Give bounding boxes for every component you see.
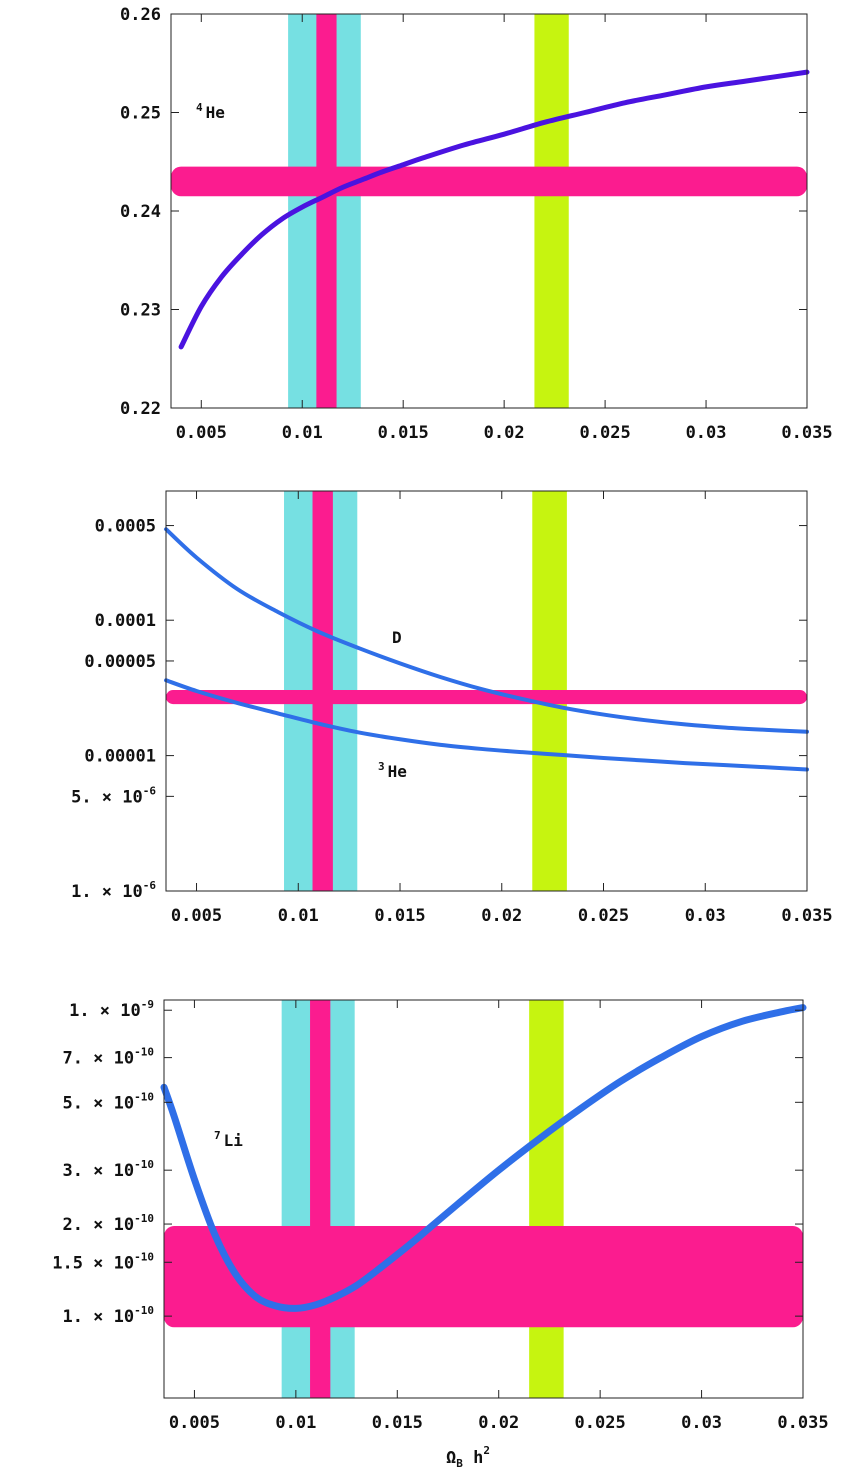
lithium7-label: 7 Li xyxy=(214,1129,243,1150)
y-tick-label: 0.22 xyxy=(120,399,161,419)
x-tick-label: 0.035 xyxy=(781,423,832,443)
abundance-curve-0 xyxy=(164,527,809,734)
y-tick-label: 0.25 xyxy=(120,104,161,124)
y-tick-label: 1.5 × 10-10 xyxy=(52,1250,154,1273)
x-tick-label: 0.005 xyxy=(169,1413,220,1433)
helium3-label: 3 He xyxy=(378,760,407,781)
plot-frame xyxy=(165,490,808,892)
x-tick-label: 0.03 xyxy=(685,906,726,926)
x-tick-label: 0.015 xyxy=(378,423,429,443)
y-tick-label: 0.0005 xyxy=(95,517,156,537)
x-tick-label: 0.035 xyxy=(781,906,832,926)
plot-frame xyxy=(163,999,804,1399)
x-tick-label: 0.025 xyxy=(580,423,631,443)
deuterium-helium3-abundance-panel: 0.0005 0.0001 0.00005 0.00001 5. × 10-6 1. × … xyxy=(71,490,833,926)
helium4-abundance-panel: 0.22 0.23 0.24 0.25 0.26 0.005 0.01 0.015 0.02 0… xyxy=(120,5,833,443)
x-tick-label: 0.005 xyxy=(171,906,222,926)
x-tick-label: 0.02 xyxy=(484,423,525,443)
horizontal-band-0 xyxy=(166,690,807,705)
vertical-band-2 xyxy=(534,14,569,408)
x-tick-label: 0.01 xyxy=(275,1413,316,1433)
vertical-band-1 xyxy=(310,1000,331,1398)
x-axis-label: ΩB h2 xyxy=(446,1444,490,1470)
plot-frame xyxy=(170,13,808,409)
x-tick-label: 0.025 xyxy=(578,906,629,926)
y-tick-label: 0.23 xyxy=(120,301,161,321)
horizontal-band-0 xyxy=(171,166,807,197)
y-tick-label: 5. × 10-6 xyxy=(71,784,156,807)
x-tick-label: 0.015 xyxy=(374,906,425,926)
x-tick-label: 0.01 xyxy=(278,906,319,926)
deuterium-label: D xyxy=(392,628,402,647)
x-tick-label: 0.015 xyxy=(372,1413,423,1433)
x-tick-label: 0.03 xyxy=(681,1413,722,1433)
vertical-band-2 xyxy=(529,1000,564,1398)
horizontal-band-0 xyxy=(164,1226,803,1328)
y-tick-label: 1. × 10-10 xyxy=(62,1304,154,1327)
y-tick-label: 0.26 xyxy=(120,5,161,25)
abundance-curve-0 xyxy=(178,69,810,350)
x-tick-label: 0.035 xyxy=(777,1413,828,1433)
x-tick-label: 0.02 xyxy=(481,906,522,926)
y-tick-label: 2. × 10-10 xyxy=(62,1212,154,1235)
x-tick-label: 0.01 xyxy=(282,423,323,443)
y-tick-label: 1. × 10-6 xyxy=(71,879,156,902)
y-tick-label: 0.00001 xyxy=(84,747,156,767)
y-tick-label: 0.0001 xyxy=(95,611,156,631)
y-tick-label: 7. × 10-10 xyxy=(62,1046,154,1069)
y-tick-label: 3. × 10-10 xyxy=(62,1158,154,1181)
abundance-curve-0 xyxy=(160,1004,807,1312)
x-tick-label: 0.025 xyxy=(575,1413,626,1433)
vertical-band-1 xyxy=(316,14,337,408)
x-tick-label: 0.03 xyxy=(686,423,727,443)
y-tick-label: 0.00005 xyxy=(84,652,156,672)
y-tick-label: 0.24 xyxy=(120,202,161,222)
y-tick-label: 1. × 10-9 xyxy=(69,998,154,1021)
x-tick-label: 0.005 xyxy=(176,423,227,443)
helium4-label: 4 He xyxy=(196,101,225,122)
abundance-curve-1 xyxy=(164,678,809,772)
y-tick-label: 5. × 10-10 xyxy=(62,1090,154,1113)
x-tick-label: 0.02 xyxy=(478,1413,519,1433)
lithium7-abundance-panel: 1. × 10-9 7. × 10-10 5. × 10-10 3. × 10-10 2… xyxy=(52,998,828,1470)
